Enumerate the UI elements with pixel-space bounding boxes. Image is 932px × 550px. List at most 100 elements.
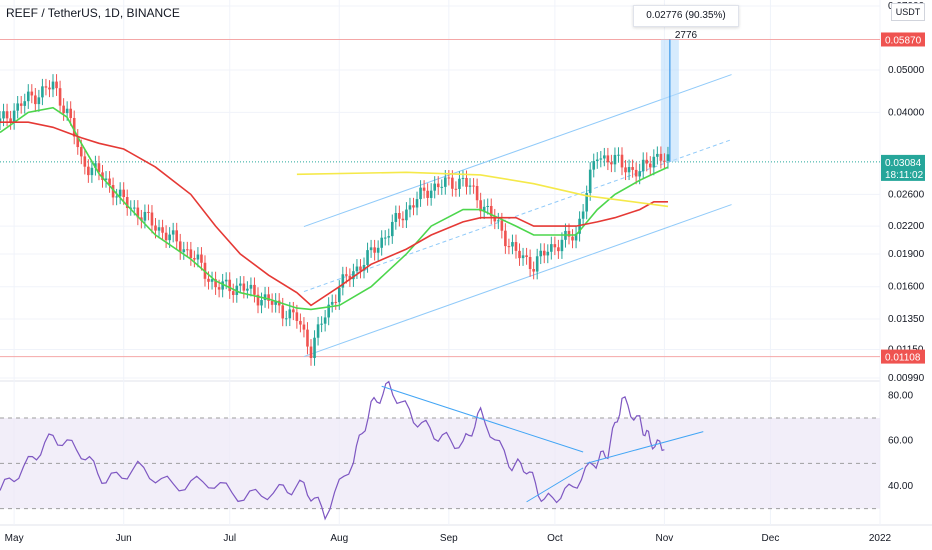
candle-body (224, 279, 228, 282)
candle-body (274, 300, 277, 305)
candle-body (122, 189, 125, 198)
candle-body (30, 91, 34, 96)
candle-body (465, 177, 468, 187)
candle-body (401, 218, 405, 221)
candle-body (486, 205, 490, 207)
candle-body (221, 281, 224, 290)
candle-body (72, 117, 76, 137)
candle-body (641, 159, 645, 172)
candle-body (571, 236, 574, 241)
price-tick-label: 0.00990 (888, 373, 925, 384)
candle-body (592, 161, 596, 170)
candle-body (479, 200, 482, 212)
time-axis-label: Aug (330, 533, 348, 544)
candle-body (553, 244, 557, 248)
price-tick-label: 0.01350 (888, 314, 925, 325)
candle-body (468, 185, 472, 187)
candle-body (557, 247, 560, 252)
rsi-tick-label: 40.00 (888, 481, 913, 492)
rsi-trendline-down (381, 385, 584, 453)
candle-body (581, 211, 585, 219)
candle-body (613, 154, 617, 165)
channel-upper-line (303, 74, 732, 228)
candle-body (115, 196, 118, 198)
candle-body (288, 309, 292, 319)
candle-body (444, 177, 447, 187)
candle-body (12, 110, 16, 122)
candle-body (373, 247, 376, 253)
candle-body (390, 221, 394, 237)
candle-body (309, 346, 313, 359)
candle-body (458, 178, 461, 189)
candle-body (69, 108, 72, 118)
candle-body (90, 167, 94, 176)
candle-body (578, 218, 581, 234)
candle-body (359, 266, 362, 271)
candle-body (140, 217, 143, 221)
moving-average-fast (0, 106, 669, 311)
candle-body (249, 284, 253, 289)
candle-body (341, 274, 345, 288)
candle-body (217, 287, 221, 290)
candle-body (26, 91, 30, 102)
price-tick-label: 0.04000 (888, 107, 925, 118)
candle-body (603, 155, 606, 159)
candle-body (352, 271, 355, 280)
price-marker-badge (881, 154, 925, 181)
candle-body (627, 167, 631, 173)
candle-body (482, 206, 486, 212)
candle-body (79, 147, 83, 157)
candle-body (299, 320, 302, 325)
price-tick-label: 0.01900 (888, 249, 925, 260)
candle-body (574, 233, 578, 241)
countdown-label: 18:11:02 (885, 170, 924, 181)
candle-body (408, 205, 412, 210)
candle-body (518, 250, 521, 259)
candle-body (270, 300, 274, 305)
time-axis-label: 2022 (869, 533, 892, 544)
candle-body (164, 232, 168, 241)
candle-body (118, 189, 122, 197)
candle-body (242, 283, 246, 291)
candle-body (422, 187, 426, 191)
candle-body (87, 166, 90, 176)
candle-body (511, 242, 514, 247)
time-axis-label: Nov (656, 533, 674, 544)
candle-body (104, 178, 108, 180)
price-marker-badge (881, 32, 925, 47)
chart-title: REEF / TetherUS, 1D, BINANCE (6, 6, 180, 20)
rsi-tick-label: 60.00 (888, 436, 913, 447)
candle-body (281, 305, 285, 319)
candle-body (55, 81, 58, 89)
candle-body (489, 205, 493, 217)
candle-body (323, 317, 327, 324)
moving-average-slow (0, 121, 668, 307)
candle-body (659, 153, 663, 161)
price-marker-label: 0.03084 (885, 158, 922, 169)
candle-body (454, 188, 458, 190)
candle-body (76, 136, 80, 148)
candle-body (186, 249, 189, 251)
currency-unit-button[interactable]: USDT (891, 3, 925, 21)
candle-body (330, 301, 334, 305)
candle-body (334, 301, 338, 303)
candle-body (507, 246, 511, 248)
candle-body (447, 177, 451, 179)
candle-body (383, 237, 387, 239)
candle-body (369, 247, 373, 251)
time-axis-label: Dec (762, 533, 780, 544)
candle-body (58, 88, 62, 106)
candle-body (260, 300, 263, 306)
candle-body (348, 275, 352, 280)
price-marker-label: 0.05870 (885, 35, 922, 46)
candle-body (394, 213, 398, 222)
candle-body (362, 264, 366, 271)
candle-body (433, 183, 436, 191)
rsi-tick-label: 80.00 (888, 390, 913, 401)
candle-body (253, 284, 256, 295)
candle-body (567, 230, 571, 237)
candle-body (546, 251, 550, 256)
candle-body (376, 247, 380, 253)
time-axis-label: Oct (547, 533, 563, 544)
